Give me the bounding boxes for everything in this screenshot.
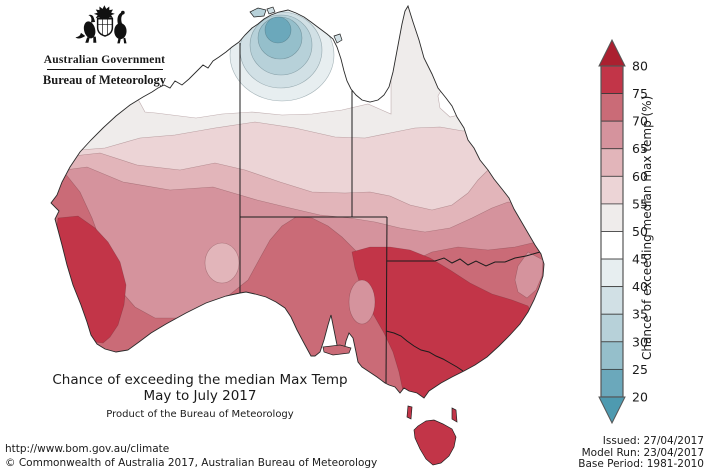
australia-choropleth-map [50, 4, 545, 466]
sa-east-border [385, 216, 388, 384]
melville-island [266, 6, 276, 15]
contour-patch-wa-interior [204, 242, 240, 284]
legend-segment-50-55 [600, 203, 624, 232]
top-end-cool-rings [229, 8, 335, 102]
issued-date: Issued: 27/04/2017 [602, 435, 704, 447]
base-period: Base Period: 1981-2010 [578, 458, 704, 470]
map-title-line2: May to July 2017 [143, 388, 257, 404]
legend-segment-35-40 [600, 286, 624, 315]
legend-tick-70: 70 [632, 114, 648, 129]
legend-segment-75-80 [600, 65, 624, 94]
legend-tick-65: 65 [632, 141, 648, 156]
map-title-line3: Product of the Bureau of Meteorology [106, 409, 294, 420]
groote-island [333, 33, 343, 44]
islands [249, 6, 458, 466]
legend-tick-40: 40 [632, 279, 648, 294]
legend-axis-label: Chance of exceeding median max temp (%) [640, 95, 654, 360]
map-title-line1: Chance of exceeding the median Max Temp [52, 372, 348, 388]
legend-tick-30: 30 [632, 334, 648, 349]
state-borders [239, 43, 541, 384]
legend-arrow-above-max [598, 38, 626, 67]
legend-tick-35: 35 [632, 307, 648, 322]
contour-patch-sa-gulfs [348, 279, 376, 325]
legend-tick-75: 75 [632, 86, 648, 101]
footer-url: http://www.bom.gov.au/climate [5, 443, 170, 455]
nsw-vic-border-murray [385, 330, 464, 372]
legend-tick-25: 25 [632, 362, 648, 377]
footer-copyright: © Commonwealth of Australia 2017, Austra… [5, 457, 378, 469]
legend-segment-55-60 [600, 175, 624, 205]
color-scale-legend: 80 75 70 65 60 55 50 45 40 35 30 25 20 [598, 38, 648, 425]
legend-tick-50: 50 [632, 224, 648, 239]
legend-segment-65-70 [600, 120, 624, 150]
kangaroo-island [322, 344, 352, 356]
agency-name: Bureau of Meteorology [42, 73, 167, 87]
map-title-block: Chance of exceeding the median Max Temp … [30, 372, 370, 423]
tiwi-island [249, 7, 267, 18]
flinders-island [451, 407, 458, 423]
legend-segment-45-50 [600, 231, 624, 260]
mainland-coastline [50, 4, 545, 399]
legend-segment-25-30 [600, 341, 624, 370]
legend-segment-60-65 [600, 148, 624, 177]
model-run-date: Model Run: 23/04/2017 [581, 446, 704, 459]
king-island [406, 405, 413, 420]
contour-ring-20-25 [264, 16, 292, 44]
contour-patch-nsw-coast [514, 251, 544, 299]
legend-tick-45: 45 [632, 252, 648, 267]
footer-left: http://www.bom.gov.au/climate © Commonwe… [5, 442, 377, 470]
legend-segment-20-25 [600, 368, 624, 398]
qld-nsw-border [387, 251, 541, 267]
legend-segment-70-75 [600, 93, 624, 122]
legend-tick-60: 60 [632, 169, 648, 184]
header-divider [46, 69, 163, 70]
coat-of-arms-icon [74, 5, 127, 44]
issue-info-block: Issued: 27/04/2017 Model Run: 23/04/2017… [578, 435, 704, 471]
legend-tick-80: 80 [632, 59, 648, 74]
legend-arrow-below-min [598, 396, 626, 425]
legend-segment-30-35 [600, 313, 624, 343]
legend-tick-55: 55 [632, 196, 648, 211]
legend-segment-40-45 [600, 258, 624, 288]
agency-header: Australian Government Bureau of Meteorol… [12, 4, 197, 88]
legend-tick-20: 20 [632, 389, 648, 404]
government-title: Australian Government [43, 54, 166, 66]
tasmania [413, 419, 457, 466]
